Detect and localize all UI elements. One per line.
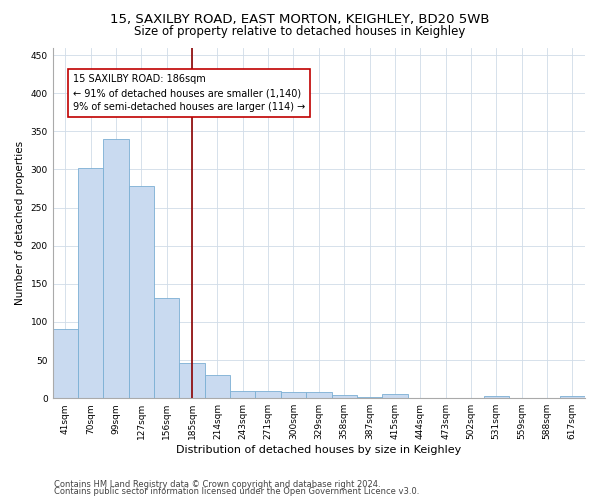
Text: Size of property relative to detached houses in Keighley: Size of property relative to detached ho… <box>134 25 466 38</box>
Bar <box>129 186 154 398</box>
Text: 15 SAXILBY ROAD: 186sqm
← 91% of detached houses are smaller (1,140)
9% of semi-: 15 SAXILBY ROAD: 186sqm ← 91% of detache… <box>73 74 305 112</box>
Bar <box>256 390 281 398</box>
X-axis label: Distribution of detached houses by size in Keighley: Distribution of detached houses by size … <box>176 445 461 455</box>
Bar <box>357 396 382 398</box>
Bar <box>332 395 357 398</box>
Bar <box>484 396 509 398</box>
Bar <box>382 394 407 398</box>
Bar <box>205 376 230 398</box>
Bar <box>179 363 205 398</box>
Text: 15, SAXILBY ROAD, EAST MORTON, KEIGHLEY, BD20 5WB: 15, SAXILBY ROAD, EAST MORTON, KEIGHLEY,… <box>110 12 490 26</box>
Bar <box>306 392 332 398</box>
Bar <box>281 392 306 398</box>
Y-axis label: Number of detached properties: Number of detached properties <box>15 141 25 305</box>
Bar <box>53 329 78 398</box>
Bar <box>560 396 585 398</box>
Text: Contains HM Land Registry data © Crown copyright and database right 2024.: Contains HM Land Registry data © Crown c… <box>54 480 380 489</box>
Bar <box>154 298 179 398</box>
Bar <box>230 390 256 398</box>
Bar <box>78 168 103 398</box>
Bar <box>103 139 129 398</box>
Text: Contains public sector information licensed under the Open Government Licence v3: Contains public sector information licen… <box>54 488 419 496</box>
